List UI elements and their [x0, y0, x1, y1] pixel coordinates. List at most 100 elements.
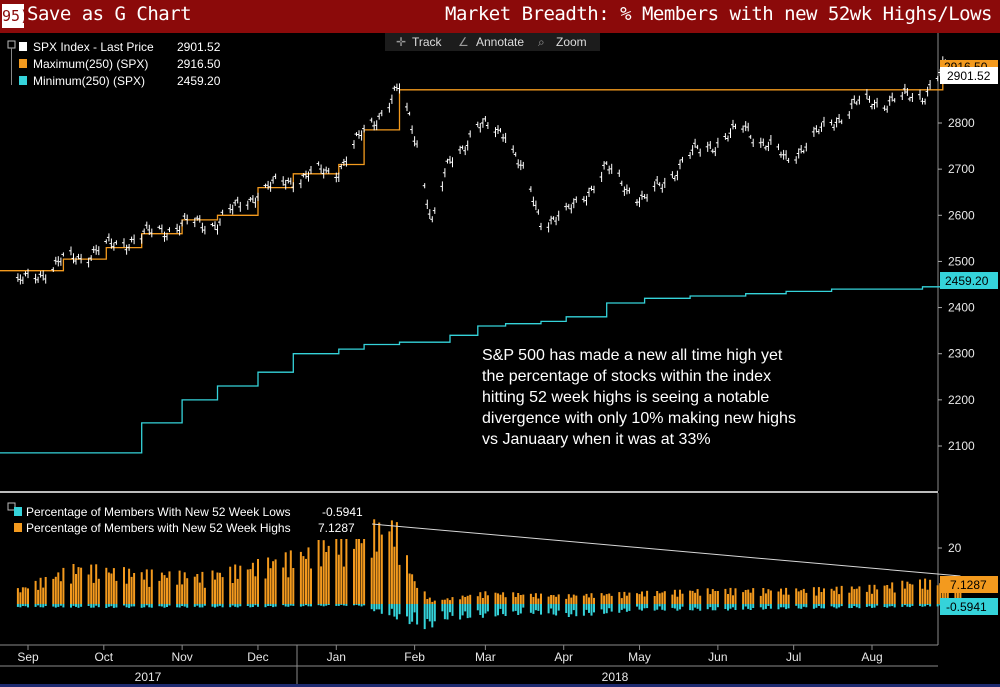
legend-label-highs: Percentage of Members with New 52 Week H… — [26, 521, 291, 535]
lows-bar — [393, 604, 396, 617]
lows-bar — [284, 604, 287, 607]
highs-bar — [158, 580, 161, 604]
lows-bar — [522, 604, 525, 608]
highs-bar — [628, 592, 631, 604]
highs-bar — [504, 597, 507, 604]
highs-bar — [853, 589, 856, 604]
lows-bar — [926, 604, 929, 605]
lows-bar — [575, 604, 578, 617]
highs-bar — [906, 581, 909, 604]
highs-bar — [416, 587, 419, 604]
upper-y-tick-label: 2400 — [948, 301, 975, 315]
highs-bar — [59, 581, 62, 604]
lows-bar — [777, 604, 780, 610]
highs-bar — [555, 596, 558, 604]
lows-bar — [411, 604, 414, 622]
lows-bar — [749, 604, 752, 610]
highs-bar — [787, 594, 790, 604]
lows-bar — [406, 604, 408, 617]
lows-bar — [327, 604, 330, 605]
lows-bar — [469, 604, 472, 618]
lows-bar — [638, 604, 641, 610]
highs-bar — [92, 582, 95, 604]
lows-bar — [603, 604, 606, 614]
save-as-chart-button[interactable]: Save as G Chart — [27, 3, 192, 25]
lower-legend-collapse-icon[interactable] — [7, 502, 16, 511]
pencil-icon: ∠ — [458, 35, 469, 49]
highs-bar — [848, 592, 851, 604]
highs-bar — [585, 593, 588, 604]
lows-bar — [264, 604, 267, 608]
lows-bar — [780, 604, 782, 608]
highs-bar — [413, 581, 416, 604]
lows-bar — [547, 604, 550, 614]
crosshair-icon: ✛ — [396, 35, 406, 49]
lows-bar — [534, 604, 537, 611]
lows-bar — [345, 604, 348, 606]
highs-bar — [502, 592, 505, 604]
lows-bar — [512, 604, 515, 612]
highs-bar — [476, 596, 479, 604]
lows-bar — [443, 604, 446, 620]
lows-bar — [239, 604, 242, 607]
lows-bar — [782, 604, 785, 608]
lows-bar — [390, 604, 393, 609]
lows-bar — [249, 604, 252, 608]
lows-bar — [42, 604, 45, 608]
highs-bar — [850, 586, 853, 604]
legend-collapse-icon[interactable] — [7, 40, 16, 49]
lows-bar — [656, 604, 659, 610]
highs-bar — [143, 579, 146, 604]
highs-bar — [823, 588, 825, 604]
highs-bar — [395, 522, 398, 604]
lower-price-tags: 7.1287 -0.5941 — [940, 576, 998, 615]
lows-bar — [820, 604, 823, 609]
highs-bar — [656, 591, 659, 604]
lows-bar — [853, 604, 856, 606]
lows-bar — [133, 604, 136, 607]
highs-bar — [196, 574, 199, 604]
function-number[interactable]: 95) — [2, 4, 29, 28]
lows-bar — [714, 604, 717, 611]
lows-bar — [529, 604, 532, 613]
highs-bar — [689, 590, 692, 604]
highs-bar — [335, 537, 338, 604]
highs-bar — [370, 557, 373, 604]
zoom-tool[interactable]: ⌕ Zoom — [538, 35, 587, 49]
lows-bar — [451, 604, 454, 616]
highs-bar — [623, 591, 626, 604]
highs-bar — [398, 564, 401, 604]
track-label: Track — [412, 35, 443, 49]
highs-bar — [742, 592, 745, 604]
highs-bar — [345, 527, 348, 604]
lows-bar — [163, 604, 166, 608]
lows-bar — [358, 604, 360, 606]
lows-bar — [423, 604, 426, 630]
highs-bar — [342, 566, 345, 604]
lows-bar — [236, 604, 239, 608]
lows-bar — [325, 604, 328, 606]
lows-bar — [282, 604, 285, 606]
lows-bar — [274, 604, 277, 607]
highs-bar — [307, 547, 310, 604]
lows-bar — [494, 604, 497, 617]
lows-bar — [764, 604, 767, 609]
lows-bar — [446, 604, 449, 620]
lows-bar — [267, 604, 270, 606]
highs-bar — [163, 575, 166, 604]
legend-label-max: Maximum(250) (SPX) — [33, 57, 148, 71]
lows-bar — [625, 604, 628, 612]
lows-bar — [742, 604, 745, 610]
annotate-tool[interactable]: ∠ Annotate — [458, 35, 524, 49]
annotation-line-5: vs Januaary when it was at 33% — [482, 431, 711, 448]
highs-bar — [575, 595, 578, 604]
highs-bar — [449, 600, 451, 604]
lows-bar — [16, 604, 19, 607]
lows-bar — [550, 604, 553, 609]
lows-bar — [906, 604, 909, 607]
highs-bar — [216, 572, 219, 604]
highs-bar — [534, 593, 537, 604]
track-tool[interactable]: ✛ Track — [396, 35, 443, 49]
highs-bar — [393, 546, 396, 604]
highs-bar — [145, 569, 148, 604]
